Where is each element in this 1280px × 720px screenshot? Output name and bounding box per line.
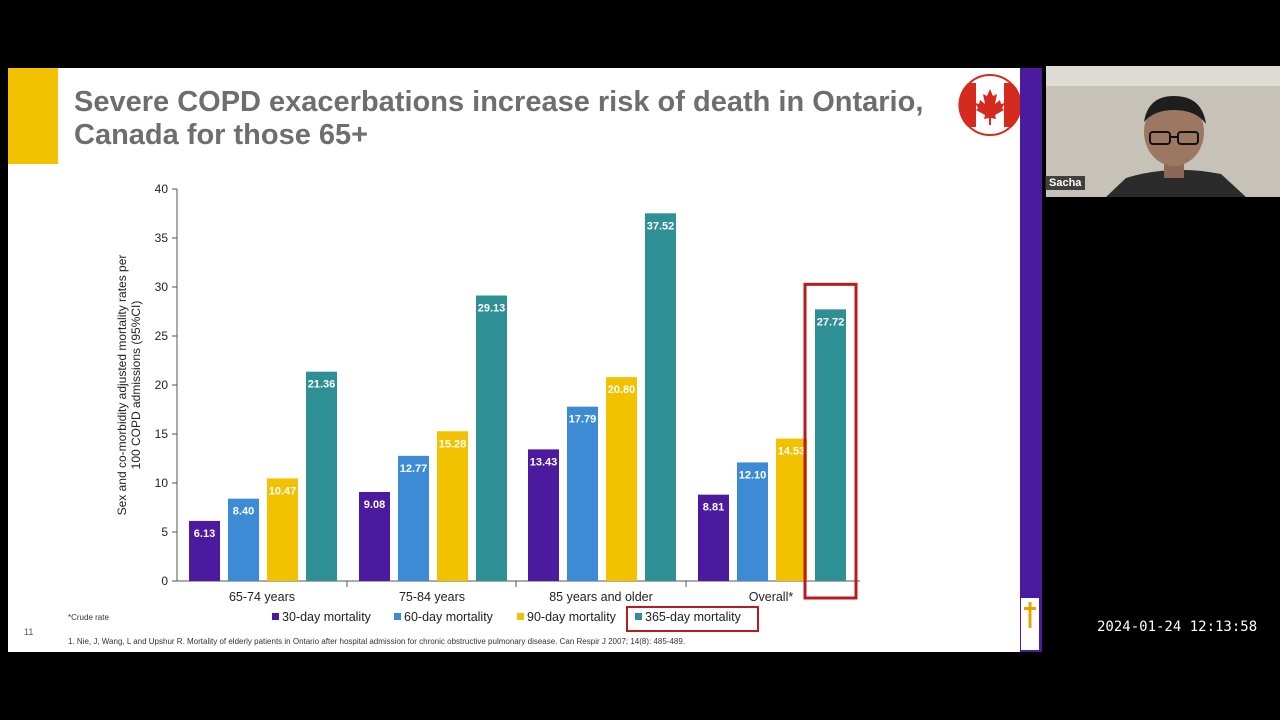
- legend-swatch: [517, 613, 524, 620]
- bar: [437, 431, 468, 581]
- legend-highlight-box: [626, 606, 759, 632]
- slide-page-number: 11: [24, 627, 34, 637]
- bar: [228, 498, 259, 581]
- bar-value-label: 6.13: [194, 528, 215, 540]
- legend-swatch: [272, 613, 279, 620]
- bar: [528, 449, 559, 581]
- brand-logo: [1021, 598, 1039, 650]
- bar: [267, 478, 298, 581]
- bar-value-label: 10.47: [269, 485, 297, 497]
- legend-label: 90-day mortality: [527, 610, 617, 624]
- y-tick-label: 10: [155, 476, 169, 490]
- bar: [815, 309, 846, 581]
- bar: [359, 492, 390, 581]
- y-tick-label: 40: [155, 182, 169, 196]
- bar-value-label: 15.28: [439, 438, 467, 450]
- bar: [776, 438, 807, 581]
- y-tick-label: 30: [155, 280, 169, 294]
- highlight-box: [803, 282, 858, 600]
- participant-name-tag: Sacha: [1045, 176, 1086, 190]
- presentation-slide: Severe COPD exacerbations increase risk …: [8, 68, 1042, 652]
- legend-label: 365-day mortality: [645, 610, 742, 624]
- bar-value-label: 8.81: [703, 502, 724, 514]
- legend-label: 60-day mortality: [404, 610, 494, 624]
- bar: [606, 377, 637, 581]
- bar-value-label: 17.79: [569, 414, 597, 426]
- bar: [698, 494, 729, 581]
- brand-side-bar: [1020, 68, 1042, 652]
- bar: [306, 371, 337, 581]
- participant-video: [1046, 66, 1280, 197]
- legend-label: 30-day mortality: [282, 610, 372, 624]
- x-category-label: 85 years and older: [549, 590, 653, 604]
- recording-timestamp: 2024-01-24 12:13:58: [1097, 619, 1258, 635]
- crude-rate-footnote: *Crude rate: [68, 613, 109, 622]
- slide-title: Severe COPD exacerbations increase risk …: [74, 86, 924, 151]
- x-category-label: 65-74 years: [229, 590, 295, 604]
- bar-value-label: 14.53: [778, 446, 806, 458]
- bar-value-label: 9.08: [364, 499, 385, 511]
- bar-value-label: 21.36: [308, 379, 336, 391]
- mortality-bar-chart: 0 5 10 15 20 25 30 35 40 Sex and co-morbidity adj…: [115, 182, 860, 632]
- bar-value-label: 27.72: [817, 316, 845, 328]
- x-category-label: Overall*: [749, 590, 794, 604]
- bar-value-label: 20.80: [608, 384, 636, 396]
- bar-value-label: 13.43: [530, 456, 558, 468]
- bar: [398, 455, 429, 581]
- bar-value-label: 8.40: [233, 506, 254, 518]
- y-tick-label: 25: [155, 329, 169, 343]
- bar-value-label: 29.13: [478, 303, 506, 315]
- legend-swatch: [635, 613, 642, 620]
- bar-value-label: 12.77: [400, 463, 428, 475]
- y-tick-label: 15: [155, 427, 169, 441]
- bar-value-label: 37.52: [647, 220, 675, 232]
- bar: [737, 462, 768, 581]
- y-tick-label: 5: [161, 525, 168, 539]
- y-tick-label: 0: [161, 574, 168, 588]
- bar: [476, 295, 507, 581]
- legend-swatch: [394, 613, 401, 620]
- slide-accent-bar: [8, 68, 58, 164]
- bar: [189, 520, 220, 581]
- y-axis-label: Sex and co-morbidity adjusted mortality …: [115, 255, 143, 516]
- bar-value-label: 12.10: [739, 469, 767, 481]
- bar: [645, 213, 676, 581]
- reference-footnote: 1. Nie, J, Wang, L and Upshur R. Mortali…: [68, 637, 686, 646]
- bar: [567, 406, 598, 581]
- y-tick-label: 20: [155, 378, 169, 392]
- x-category-label: 75-84 years: [399, 590, 465, 604]
- y-tick-label: 35: [155, 231, 169, 245]
